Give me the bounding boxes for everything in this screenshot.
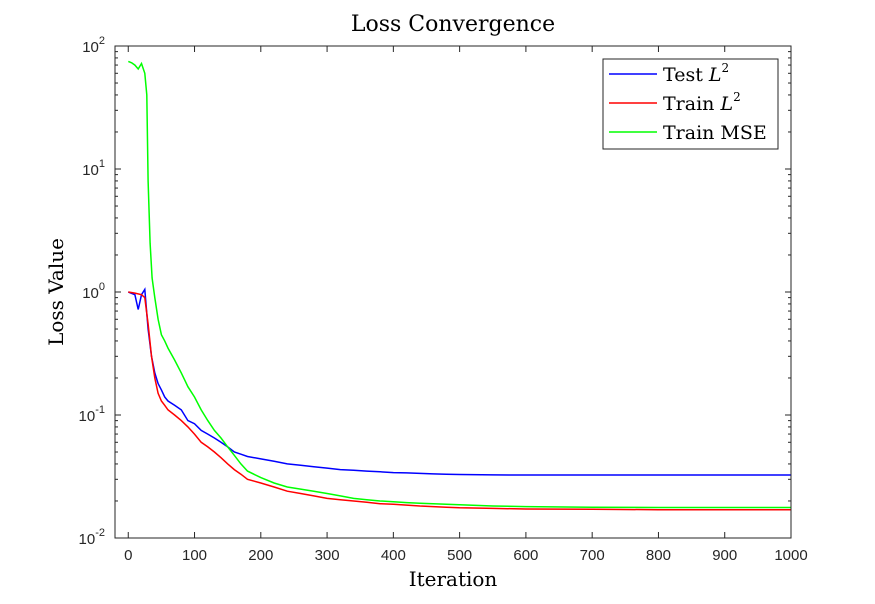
x-axis: 0 100 200 300 400 500 600 700 800 900 1000 bbox=[124, 46, 808, 564]
x-tick-label: 800 bbox=[646, 547, 671, 564]
series-layer bbox=[128, 60, 791, 511]
series-line-2 bbox=[128, 60, 791, 509]
series-line-1 bbox=[128, 291, 791, 511]
legend-entry-label: Train MSE bbox=[663, 122, 767, 144]
x-tick-label: 400 bbox=[381, 547, 406, 564]
y-tick-label: 102 bbox=[82, 35, 105, 56]
y-axis-label: Loss Value bbox=[44, 238, 68, 346]
y-tick-label: 101 bbox=[82, 158, 105, 179]
x-tick-label: 100 bbox=[182, 547, 207, 564]
x-tick-label: 300 bbox=[315, 547, 340, 564]
legend-entry-label: Train L2 bbox=[663, 90, 741, 115]
series-line-0 bbox=[128, 287, 791, 476]
chart-title: Loss Convergence bbox=[351, 12, 555, 37]
y-tick-label: 10-1 bbox=[79, 404, 105, 425]
legend: Test L2 Train L2 Train MSE bbox=[602, 58, 779, 150]
y-tick-label: 10-2 bbox=[79, 527, 105, 548]
x-tick-label: 900 bbox=[712, 547, 737, 564]
y-tick-label: 100 bbox=[82, 281, 105, 302]
x-tick-label: 0 bbox=[124, 547, 132, 564]
x-tick-label: 600 bbox=[513, 547, 538, 564]
x-tick-label: 200 bbox=[248, 547, 273, 564]
legend-entry-label: Test L2 bbox=[663, 61, 729, 86]
x-tick-label: 500 bbox=[447, 547, 472, 564]
x-tick-label: 700 bbox=[580, 547, 605, 564]
x-axis-label: Iteration bbox=[409, 567, 498, 591]
y-axis: 10-2 10-1 100 101 102 bbox=[79, 35, 791, 548]
x-tick-label: 1000 bbox=[774, 547, 807, 564]
